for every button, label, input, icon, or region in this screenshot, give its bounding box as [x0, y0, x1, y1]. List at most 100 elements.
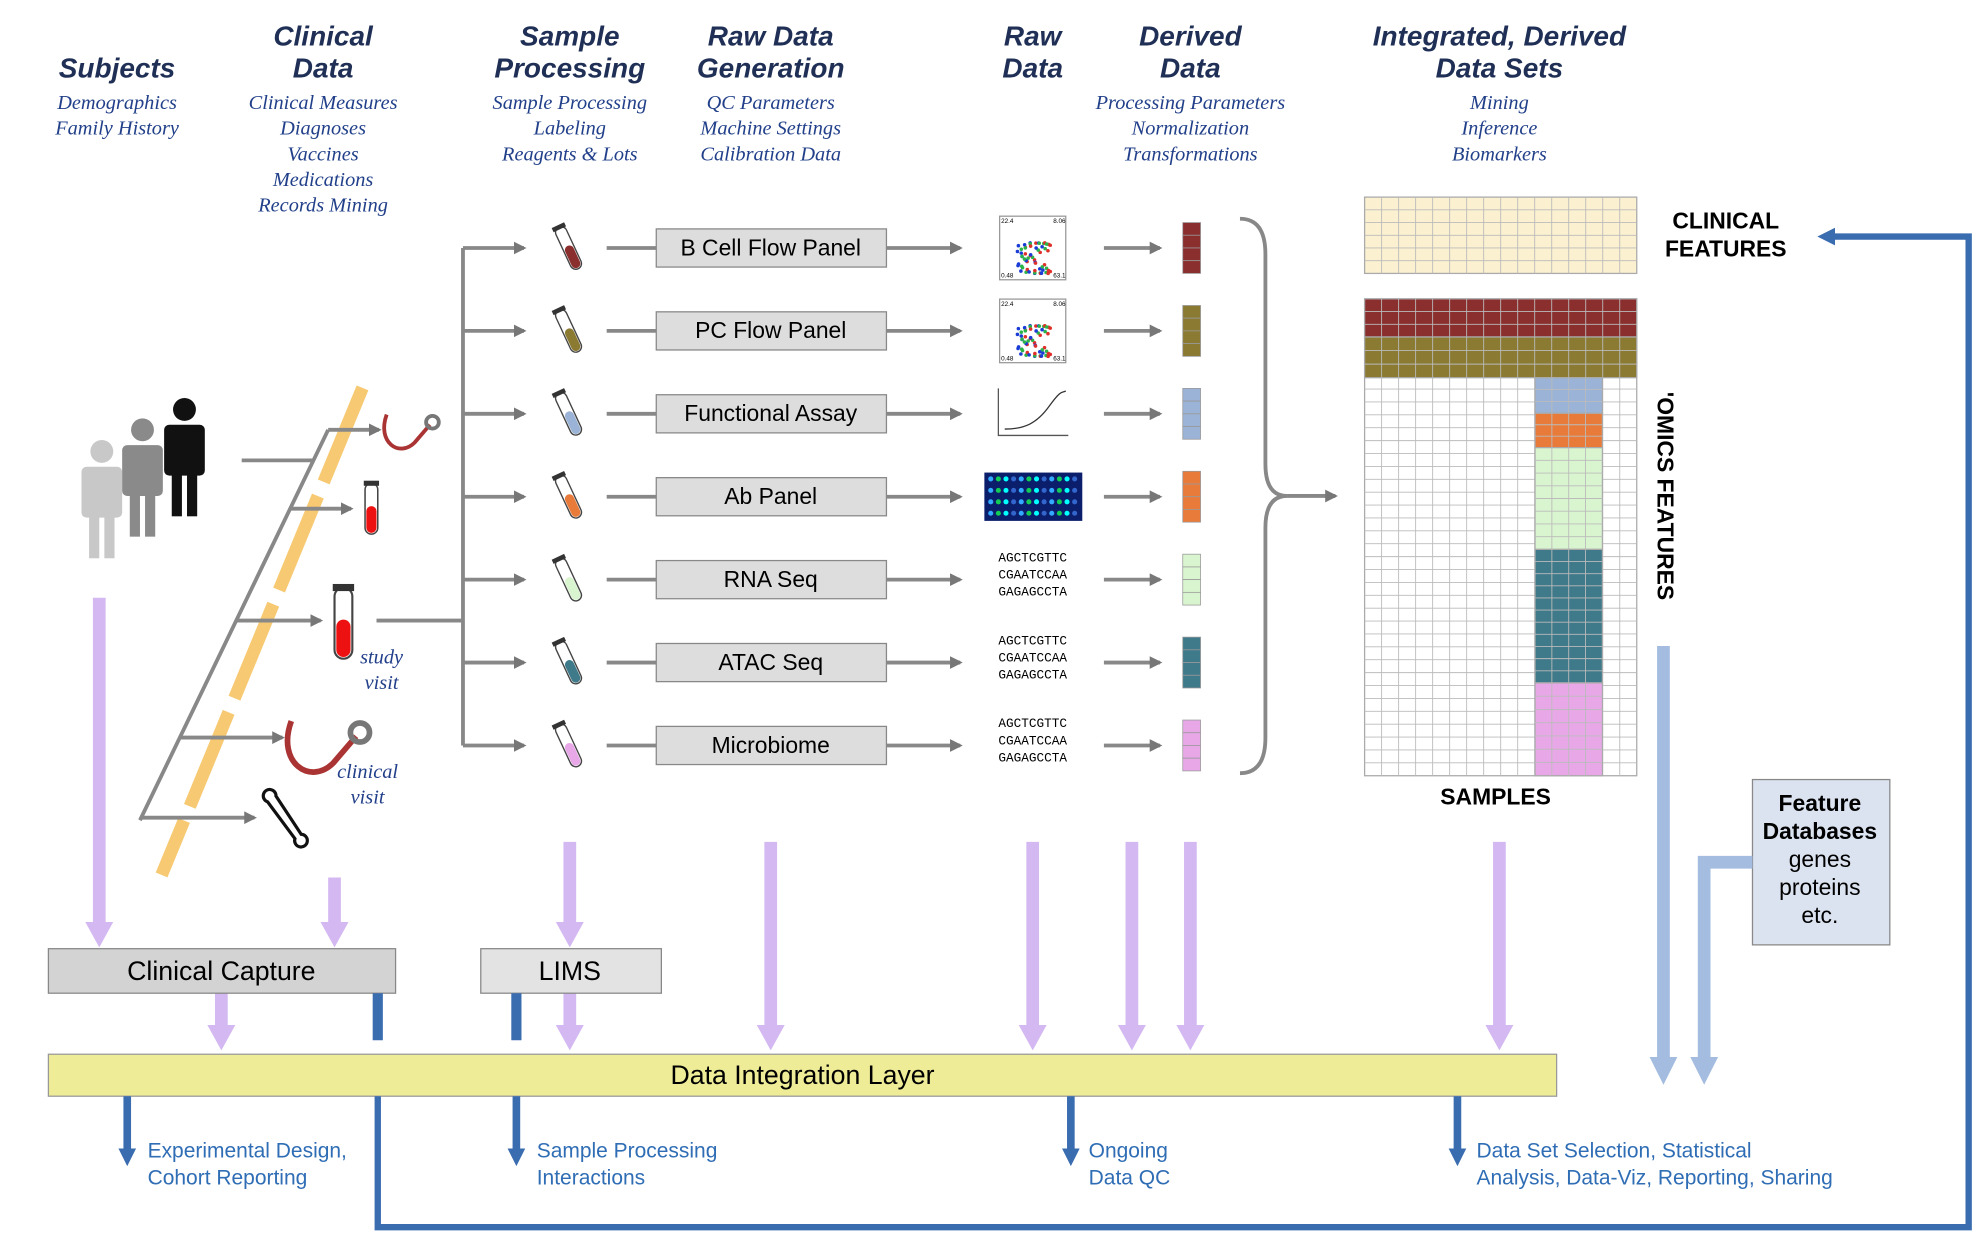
column-item: Inference [1460, 118, 1537, 140]
leg [89, 512, 100, 559]
flow-dot [1034, 324, 1038, 328]
column-title: Sample [520, 21, 620, 52]
sequence: GAGAGCCTA [998, 585, 1067, 600]
array-spot [1064, 487, 1070, 493]
flow-dot [1033, 344, 1038, 348]
flow-dot [1034, 246, 1038, 250]
sequence: GAGAGCCTA [998, 668, 1067, 683]
derived-bar [1182, 470, 1201, 523]
derived-cell [1182, 260, 1201, 274]
column-title: Integrated, Derived [1373, 21, 1627, 52]
derived-cell [1182, 566, 1201, 581]
column-title: Generation [697, 52, 845, 83]
flow-dot [1039, 354, 1044, 358]
flow-dot [1040, 265, 1045, 269]
brace [1239, 216, 1288, 776]
derived-cell [1182, 222, 1201, 236]
column-title: Data [1002, 52, 1063, 83]
array-spot [988, 510, 994, 516]
column-item: Reagents & Lots [501, 143, 638, 165]
leg [145, 490, 156, 537]
matrix-label: SAMPLES [1440, 784, 1551, 810]
purple-arrow [1117, 841, 1146, 1051]
flow-dot [1022, 340, 1027, 344]
array-spot [1056, 510, 1062, 516]
sequence: AGCTCGTTC [998, 633, 1067, 648]
flow-dot [1019, 352, 1023, 356]
flow-dot [1037, 267, 1042, 271]
derived-bar [1182, 305, 1201, 357]
array-spot [1011, 487, 1017, 493]
derived-bar [1182, 222, 1201, 274]
flow-dot [1028, 244, 1033, 248]
flow-dot [1022, 242, 1027, 247]
column-title: Data [293, 52, 354, 83]
flow-dot [1037, 324, 1042, 328]
array-spot [988, 487, 994, 493]
tube-icon [551, 719, 583, 768]
column-title: Data Sets [1436, 52, 1563, 83]
flow-dot [1039, 271, 1044, 275]
flow-dot [1044, 242, 1049, 246]
output-label: Interactions [537, 1166, 645, 1189]
derived-cell [1182, 591, 1201, 606]
tube-fill [564, 494, 581, 517]
flow-dot [1041, 351, 1045, 355]
tube-fill [564, 577, 581, 600]
derived-cell [1182, 343, 1201, 357]
flow-dot [1048, 326, 1053, 330]
column-item: Normalization [1131, 118, 1249, 140]
output-label: Cohort Reporting [148, 1166, 308, 1189]
tube-icon [332, 583, 355, 660]
derived-cell [1182, 400, 1201, 415]
panel-box [655, 394, 888, 434]
flow-dot [1023, 334, 1028, 339]
panel-box [655, 311, 888, 351]
flow-dot [1043, 246, 1047, 251]
feature-db-item: genes [1789, 846, 1851, 872]
person-icon [164, 398, 205, 517]
column-title: Raw [1004, 21, 1064, 52]
array-spot [988, 499, 994, 505]
bone [261, 787, 309, 849]
column-item: Transformations [1123, 143, 1258, 165]
output-label: Data QC [1089, 1166, 1171, 1189]
array-spot [1033, 487, 1040, 493]
stethoscope-icon [382, 413, 441, 451]
tube [284, 720, 359, 775]
flow-dot [1020, 337, 1024, 342]
flow-dot [1023, 246, 1028, 250]
flow-dot [1019, 269, 1023, 273]
derived-cell [1182, 496, 1201, 510]
chest [347, 720, 373, 745]
panel-label: Functional Assay [684, 400, 857, 426]
column-item: Machine Settings [699, 118, 841, 140]
output-label: Analysis, Data-Viz, Reporting, Sharing [1477, 1166, 1833, 1189]
purple-arrow [85, 597, 114, 948]
assay-axes [997, 388, 1069, 437]
tube-icon [551, 471, 583, 519]
head [90, 440, 114, 463]
column-item: Calibration Data [700, 143, 841, 165]
timeline [138, 429, 330, 822]
feature-db-box [1751, 778, 1891, 946]
flow-dot [1042, 345, 1047, 350]
feature-db-item: etc. [1801, 902, 1838, 928]
column-item: Sample Processing [493, 92, 648, 114]
array-spot [1018, 487, 1024, 493]
derived-cell [1182, 470, 1201, 485]
flow-dot [1040, 348, 1045, 352]
flow-label: 63.1 [1053, 273, 1066, 280]
tube-fill [564, 411, 581, 434]
array-spot [988, 476, 994, 482]
purple-arrow [320, 877, 349, 948]
derived-cell [1182, 674, 1201, 689]
flow-label: 63.1 [1053, 356, 1066, 363]
column-item: QC Parameters [707, 92, 835, 114]
tube-fill [366, 506, 377, 533]
array-spot [1072, 510, 1078, 516]
array-spot [1026, 476, 1032, 482]
sequence: CGAATCCAA [998, 650, 1067, 665]
array-spot [1003, 499, 1009, 505]
array-spot [1041, 499, 1047, 505]
